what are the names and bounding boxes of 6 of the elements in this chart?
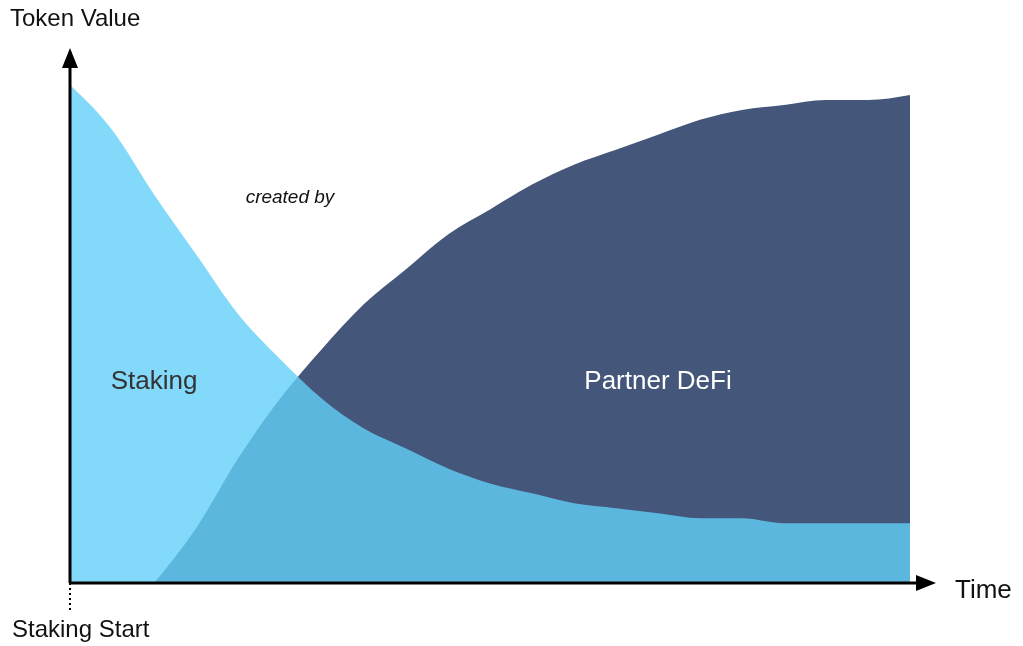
series-label: Partner DeFi bbox=[584, 364, 732, 395]
y-axis-title: Token Value bbox=[10, 4, 141, 31]
annotation: created by bbox=[245, 186, 336, 207]
text: Staking Start bbox=[12, 615, 150, 642]
series-label: Staking bbox=[110, 364, 198, 395]
x-axis-title: Time bbox=[955, 574, 1012, 604]
